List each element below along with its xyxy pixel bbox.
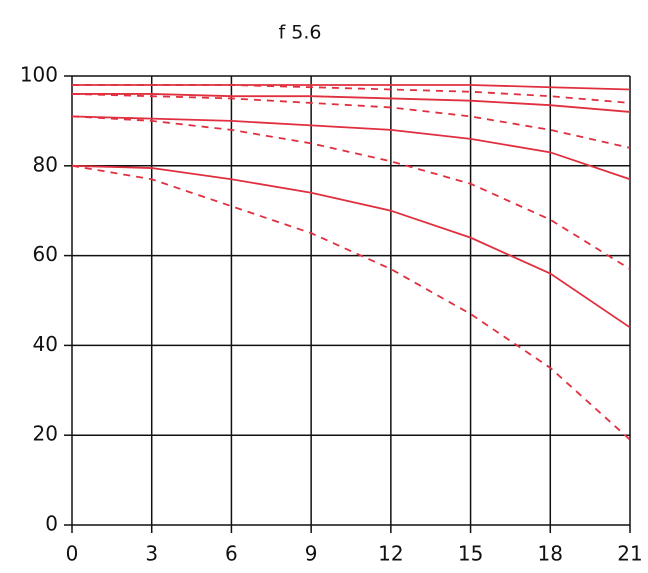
x-tick-label: 0: [66, 542, 79, 566]
x-tick-label: 9: [305, 542, 318, 566]
series-line: [71, 115, 631, 270]
x-tick-label: 18: [538, 542, 563, 566]
series-line: [72, 93, 631, 113]
x-tick-label: 3: [145, 542, 158, 566]
x-tick-label: 6: [225, 542, 238, 566]
x-tick-label: 21: [617, 542, 642, 566]
y-tick-label: 100: [20, 63, 58, 87]
x-tick-label: 12: [378, 542, 403, 566]
series-line: [71, 93, 631, 149]
series-line: [72, 84, 631, 104]
series-line: [71, 164, 631, 441]
series-line: [71, 164, 631, 329]
chart-title: f 5.6: [279, 22, 322, 44]
x-tick-label: 15: [458, 542, 483, 566]
y-tick-label: 60: [33, 242, 58, 266]
y-tick-label: 80: [33, 152, 58, 176]
series-line: [71, 115, 631, 181]
y-tick-label: 0: [45, 512, 58, 536]
y-tick-label: 40: [33, 332, 58, 356]
y-tick-label: 20: [33, 422, 58, 446]
